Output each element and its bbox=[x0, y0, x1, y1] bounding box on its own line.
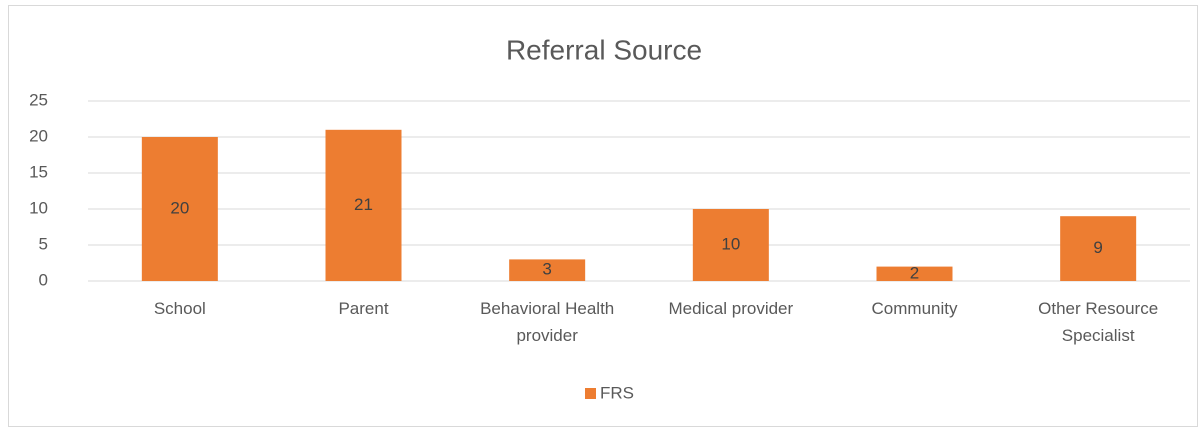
legend-swatch bbox=[585, 388, 596, 399]
legend-label: FRS bbox=[600, 383, 634, 402]
data-label: 21 bbox=[354, 195, 373, 214]
data-label: 20 bbox=[170, 198, 189, 217]
y-tick-label: 20 bbox=[29, 126, 48, 145]
x-tick-label: Other Resource Specialist bbox=[1038, 299, 1158, 345]
bar bbox=[509, 259, 586, 281]
bar bbox=[1060, 216, 1137, 281]
data-label: 3 bbox=[542, 260, 551, 279]
x-tick-label: Community bbox=[872, 299, 958, 318]
x-tick-label: Parent bbox=[338, 299, 388, 318]
y-tick-label: 25 bbox=[29, 90, 48, 109]
bar bbox=[876, 266, 953, 281]
chart-title: Referral Source bbox=[506, 34, 702, 65]
data-label: 2 bbox=[910, 263, 919, 282]
data-label: 10 bbox=[721, 234, 740, 253]
y-tick-label: 10 bbox=[29, 198, 48, 217]
bar bbox=[141, 137, 218, 281]
x-tick-label: Medical provider bbox=[668, 299, 793, 318]
x-tick-label: School bbox=[154, 299, 206, 318]
x-tick-label: Behavioral Health provider bbox=[480, 299, 614, 345]
y-tick-label: 5 bbox=[39, 234, 48, 253]
y-tick-label: 0 bbox=[39, 270, 48, 289]
data-label: 9 bbox=[1093, 238, 1102, 257]
y-tick-label: 15 bbox=[29, 162, 48, 181]
bar bbox=[692, 209, 769, 281]
bar bbox=[325, 129, 402, 281]
